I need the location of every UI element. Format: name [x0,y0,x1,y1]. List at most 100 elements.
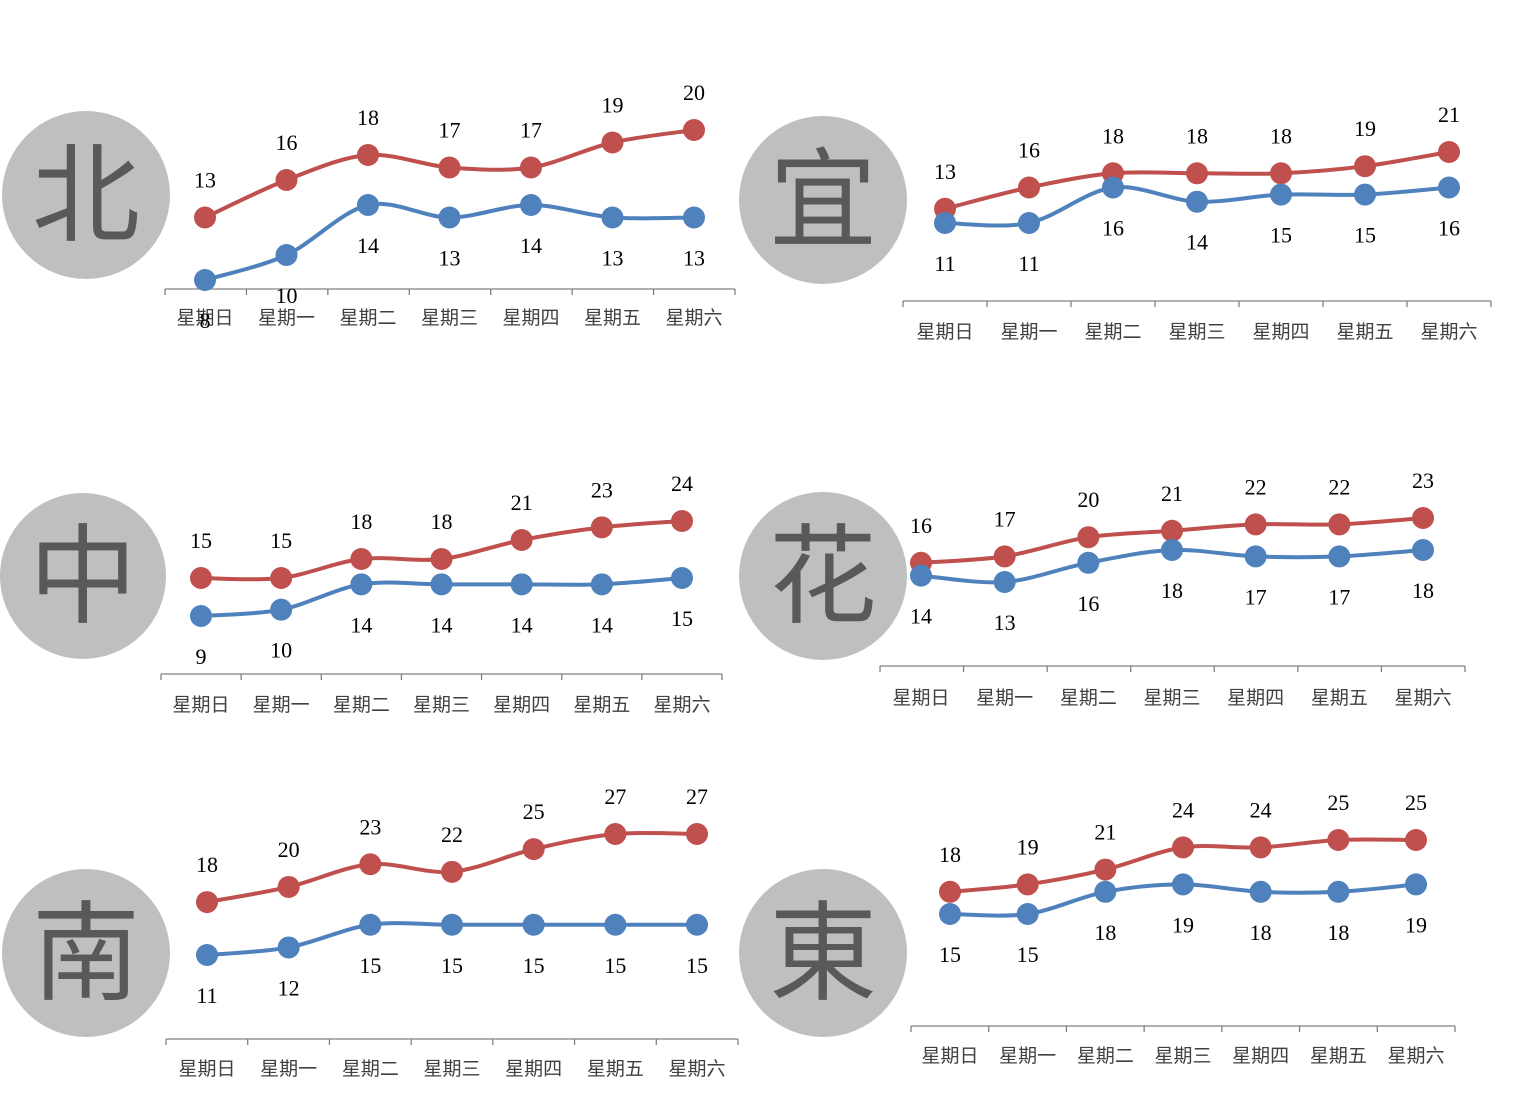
high-temp-label: 24 [671,471,693,496]
x-tick-label: 星期一 [258,307,315,329]
low-temp-point [277,936,300,959]
x-tick-label: 星期日 [892,687,949,709]
high-temp-label: 18 [350,509,372,534]
low-temp-point [1354,183,1376,206]
low-temp-point [1172,873,1194,896]
high-temp-label: 17 [994,506,1016,531]
high-temp-label: 19 [602,93,624,118]
city-badge [739,869,907,1037]
high-temp-label: 18 [939,842,961,867]
x-tick-label: 星期六 [1387,1045,1444,1067]
x-tick-label: 星期四 [1252,321,1309,343]
high-temp-label: 27 [604,784,626,809]
high-temp-label: 21 [1094,820,1116,845]
x-tick-label: 星期四 [493,694,550,716]
high-temp-label: 16 [1018,138,1040,163]
low-temp-label: 19 [1405,912,1427,937]
low-temp-point [1161,539,1183,561]
high-temp-label: 25 [523,799,545,824]
high-temp-label: 23 [1412,468,1434,493]
x-tick-label: 星期一 [976,687,1033,709]
low-temp-label: 14 [910,604,932,629]
high-temp-label: 21 [1161,481,1183,506]
low-temp-label: 18 [1094,920,1116,945]
x-tick-label: 星期日 [921,1045,978,1067]
high-temp-point [510,529,533,551]
low-temp-label: 16 [1438,216,1460,241]
x-tick-label: 星期日 [172,694,229,716]
high-temp-label: 19 [1354,116,1376,141]
high-temp-point [270,567,293,589]
high-temp-point [1016,873,1039,896]
low-temp-point [196,944,218,966]
low-temp-point [1244,545,1267,568]
low-temp-label: 14 [591,612,613,637]
city-name: 宜 [769,139,877,264]
low-temp-label: 15 [523,953,545,978]
x-tick-label: 星期三 [1154,1045,1211,1067]
low-temp-label: 13 [602,246,624,271]
high-temp-point [1161,519,1183,542]
x-tick-label: 星期一 [260,1058,317,1080]
high-temp-point [1249,836,1272,859]
low-temp-point [1270,183,1292,206]
x-tick-label: 星期三 [421,307,478,329]
high-temp-label: 19 [1017,834,1039,859]
high-temp-label: 22 [1245,474,1267,499]
low-temp-point [522,913,545,936]
low-temp-point [1438,176,1460,199]
low-temp-point [1094,880,1117,903]
x-tick-label: 星期三 [1143,687,1200,709]
high-temp-point [430,548,453,570]
low-temp-point [359,913,382,936]
high-temp-label: 18 [357,105,379,130]
high-temp-label: 25 [1327,790,1349,815]
low-temp-label: 10 [270,638,292,663]
low-temp-label: 15 [604,953,626,978]
high-temp-point [350,548,373,570]
x-tick-label: 星期五 [1336,321,1393,343]
high-temp-point [1186,162,1208,185]
x-tick-label: 星期三 [423,1058,480,1080]
city-name: 東 [769,892,877,1017]
x-tick-label: 星期日 [916,321,973,343]
low-temp-label: 9 [196,644,207,669]
high-temp-point [939,880,961,903]
high-temp-point [1328,513,1351,536]
low-temp-label: 14 [350,612,372,637]
low-temp-label: 19 [1172,912,1194,937]
high-temp-label: 15 [270,528,292,553]
low-temp-point [520,194,542,216]
low-temp-point [1186,190,1208,213]
high-temp-label: 18 [1270,123,1292,148]
low-temp-point [441,913,463,936]
high-temp-label: 21 [511,490,533,515]
high-temp-point [1438,141,1460,163]
high-temp-label: 18 [1186,123,1208,148]
city-badge [2,869,170,1037]
high-temp-point [601,131,624,154]
low-temp-label: 15 [1270,223,1292,248]
low-temp-label: 18 [1327,920,1349,945]
x-tick-label: 星期六 [1420,321,1477,343]
high-temp-point [190,567,212,589]
low-temp-label: 10 [276,283,298,308]
low-temp-point [934,212,956,234]
high-temp-label: 20 [278,837,300,862]
low-temp-label: 17 [1328,584,1350,609]
low-temp-label: 15 [441,953,463,978]
x-tick-label: 星期六 [1394,687,1451,709]
x-tick-label: 星期五 [587,1058,644,1080]
city-name: 南 [32,892,140,1017]
low-temp-label: 15 [671,606,693,631]
low-temp-label: 13 [994,610,1016,635]
x-tick-label: 星期二 [1084,321,1141,343]
x-tick-label: 星期一 [999,1045,1056,1067]
low-temp-point [194,269,216,291]
low-temp-point [993,571,1016,593]
high-temp-point [1354,155,1376,178]
high-temp-label: 17 [439,118,461,143]
x-tick-label: 星期一 [253,694,310,716]
high-temp-label: 15 [190,528,212,553]
